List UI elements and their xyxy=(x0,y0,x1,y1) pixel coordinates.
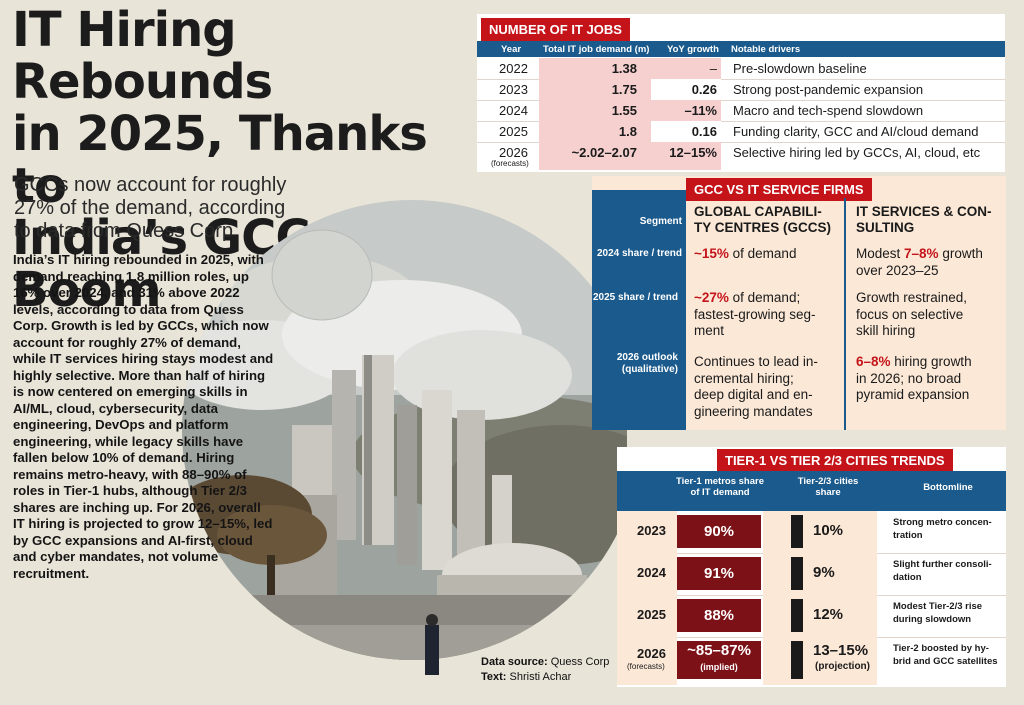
row-label: 2025 share / trend xyxy=(592,292,678,303)
col-tier1: Tier-1 metros share of IT demand xyxy=(675,476,764,498)
demand-cell: 1.38 xyxy=(611,61,637,76)
tier-table-title: TIER-1 VS TIER 2/3 CITIES TRENDS xyxy=(717,449,953,472)
segment-column xyxy=(592,190,686,430)
driver-cell: Selective hiring led by GCCs, AI, cloud,… xyxy=(733,145,981,160)
table-row: 2025 88% 12% Modest Tier-2/3 rise during… xyxy=(617,595,1006,638)
tier1-share: 90% xyxy=(677,515,761,548)
table-row: 2025 1.8 0.16 Funding clarity, GCC and A… xyxy=(477,121,1005,143)
text-credit-label: Text: xyxy=(481,671,507,683)
tier2-share: 9% xyxy=(813,564,835,581)
year-cell: 2023 xyxy=(637,523,666,538)
year-cell: 2026 xyxy=(499,145,528,160)
text-credit-value: Shristi Achar xyxy=(509,671,572,683)
col-drivers: Notable drivers xyxy=(731,44,801,55)
driver-cell: Macro and tech-spend slowdown xyxy=(733,103,924,118)
table-row: 2022 1.38 – Pre-slowdown baseline xyxy=(477,58,1005,80)
tier2-share: 12% xyxy=(813,606,844,623)
bottomline-note: Modest Tier-2/3 rise during slowdown xyxy=(893,601,983,625)
tier1-share: 88% xyxy=(677,599,761,632)
source-credit: Data source: Quess Corp Text: Shristi Ac… xyxy=(481,655,609,685)
col-growth: YoY growth xyxy=(667,44,719,55)
subheadline: GCCs now account for roughly 27% of the … xyxy=(14,174,287,242)
it-jobs-header: Year Total IT job demand (m) YoY growth … xyxy=(477,41,1005,57)
it-services-cell: 6–8% hiring growth in 2026; no broad pyr… xyxy=(856,354,972,402)
headline: IT Hiring Rebounds in 2025, Thanks to In… xyxy=(12,2,428,318)
tier2-share: 10% xyxy=(813,522,844,539)
city-illustration xyxy=(182,200,627,675)
bottomline-note: Slight further consoli- dation xyxy=(893,559,992,583)
forecast-note: (forecasts) xyxy=(627,662,665,671)
col-year: Year xyxy=(501,44,522,55)
bottomline-note: Tier-2 boosted by hy- brid and GCC satel… xyxy=(893,643,998,667)
it-services-cell: Growth restrained, focus on selective sk… xyxy=(856,290,968,338)
demand-cell: 1.75 xyxy=(611,82,637,97)
tier2-bar xyxy=(791,515,803,548)
gcc-cell: ~27% of demand; fastest-growing seg- men… xyxy=(694,290,816,338)
growth-cell: 0.26 xyxy=(691,82,717,97)
tier1-share: ~85–87% xyxy=(687,642,751,659)
driver-cell: Strong post-pandemic expansion xyxy=(733,82,924,97)
year-cell: 2022 xyxy=(499,61,528,76)
driver-cell: Pre-slowdown baseline xyxy=(733,61,867,76)
projection-note: (projection) xyxy=(815,661,870,672)
tier1-share-box: ~85–87% (implied) xyxy=(677,641,761,679)
source-value: Quess Corp xyxy=(550,656,610,668)
growth-cell: 12–15% xyxy=(669,145,717,160)
year-cell: 2025 xyxy=(637,607,666,622)
gcc-vs-it-table: GCC VS IT SERVICE FIRMS Segment GLOBAL C… xyxy=(592,176,1006,430)
tier2-bar xyxy=(791,641,803,679)
forecast-note: (forecasts) xyxy=(491,159,529,168)
growth-cell: –11% xyxy=(684,103,717,118)
col-tier2: Tier-2/3 cities share xyxy=(797,476,859,498)
gcc-table-title: GCC VS IT SERVICE FIRMS xyxy=(686,178,872,201)
growth-cell: 0.16 xyxy=(691,124,717,139)
gcc-cell: ~15% of demand xyxy=(694,246,797,261)
demand-cell: 1.8 xyxy=(618,124,637,139)
tier2-bar xyxy=(791,557,803,590)
segment-label: Segment xyxy=(639,216,682,227)
tier2-share: 13–15% xyxy=(813,642,869,659)
tier-cities-table: TIER-1 VS TIER 2/3 CITIES TRENDS Tier-1 … xyxy=(617,447,1006,687)
col-bottomline: Bottomline xyxy=(923,482,973,493)
year-cell: 2024 xyxy=(637,565,666,580)
bottomline-note: Strong metro concen- tration xyxy=(893,517,992,541)
year-cell: 2026 xyxy=(637,646,666,661)
article-body: India’s IT hiring rebounded in 2025, wit… xyxy=(13,252,274,581)
source-label: Data source: xyxy=(481,656,548,668)
tier2-bar xyxy=(791,599,803,632)
implied-note: (implied) xyxy=(700,662,738,672)
year-cell: 2025 xyxy=(499,124,528,139)
table-row: 2023 1.75 0.26 Strong post-pandemic expa… xyxy=(477,79,1005,101)
tier-header: Tier-1 metros share of IT demand Tier-2/… xyxy=(617,471,1006,511)
row-label: 2026 outlook (qualitative) xyxy=(616,352,678,375)
year-cell: 2024 xyxy=(499,103,528,118)
year-cell: 2023 xyxy=(499,82,528,97)
it-jobs-table: NUMBER OF IT JOBS Year Total IT job dema… xyxy=(477,14,1005,172)
col-demand: Total IT job demand (m) xyxy=(543,44,650,55)
table-row: 2024 1.55 –11% Macro and tech-spend slow… xyxy=(477,100,1005,122)
it-services-column-head: IT SERVICES & CON- SULTING xyxy=(856,204,992,235)
gcc-cell: Continues to lead in- cremental hiring; … xyxy=(694,354,818,419)
table-row: 2024 91% 9% Slight further consoli- dati… xyxy=(617,553,1006,596)
it-jobs-title: NUMBER OF IT JOBS xyxy=(481,18,630,41)
table-row: 2023 90% 10% Strong metro concen- tratio… xyxy=(617,511,1006,554)
tier1-share: 91% xyxy=(677,557,761,590)
demand-cell: ~2.02–2.07 xyxy=(571,145,637,160)
gcc-column-head: GLOBAL CAPABILI- TY CENTRES (GCCS) xyxy=(694,204,832,235)
table-row: 2026 (forecasts) ~85–87% (implied) 13–15… xyxy=(617,637,1006,685)
row-label: 2024 share / trend xyxy=(596,248,682,259)
table-row: 2026 (forecasts) ~2.02–2.07 12–15% Selec… xyxy=(477,142,1005,170)
column-divider xyxy=(844,198,846,430)
growth-cell: – xyxy=(709,61,717,76)
demand-cell: 1.55 xyxy=(611,103,637,118)
driver-cell: Funding clarity, GCC and AI/cloud demand xyxy=(733,124,979,139)
it-services-cell: Modest 7–8% growth over 2023–25 xyxy=(856,246,983,278)
